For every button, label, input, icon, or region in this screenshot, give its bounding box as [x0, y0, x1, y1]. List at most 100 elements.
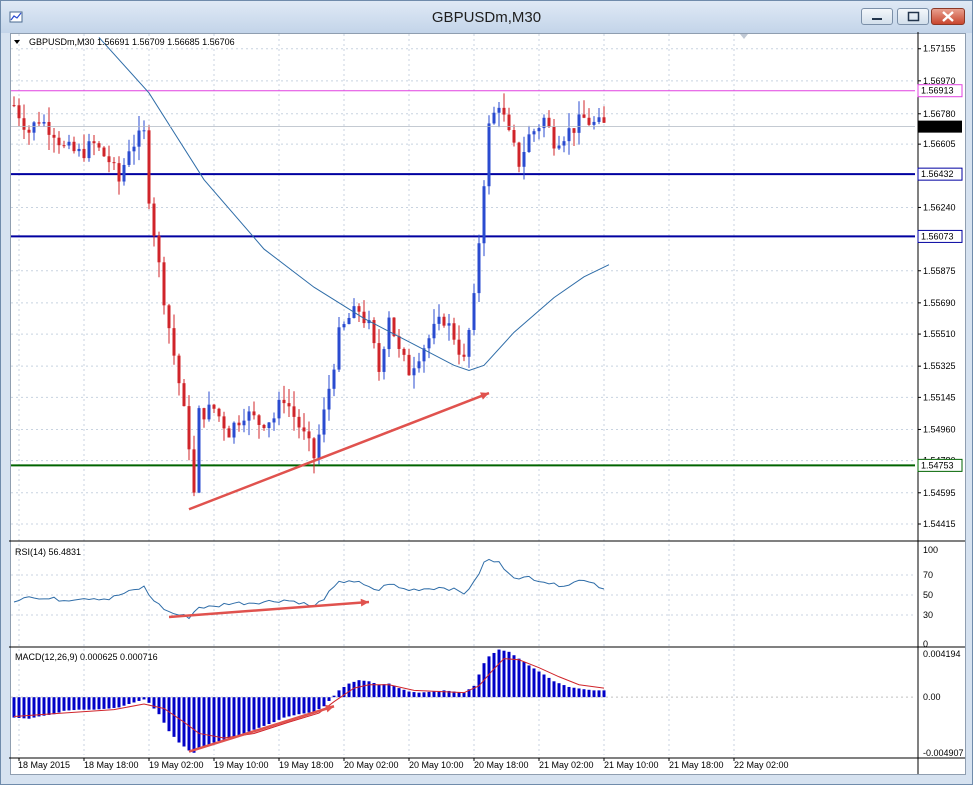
candle-body: [17, 105, 21, 119]
candle-body: [12, 105, 16, 107]
macd-histogram-bar: [107, 697, 111, 709]
candle-body: [257, 415, 261, 425]
candle-body: [297, 416, 301, 428]
candle-body: [342, 324, 346, 328]
price-chart[interactable]: 1.57155 1.56970 1.56780 1.56605 1.56240 1.558…: [9, 32, 965, 774]
main-price-pane[interactable]: [11, 37, 915, 511]
header-dropdown-icon[interactable]: [14, 40, 20, 44]
rsi-line: [13, 558, 605, 620]
candle-body: [222, 416, 226, 429]
candle-body: [92, 141, 96, 144]
macd-histogram-bar: [557, 683, 561, 698]
candle-body: [522, 152, 526, 167]
rsi-tick-label: 100: [923, 545, 938, 555]
candle-body: [142, 130, 146, 132]
macd-histogram-bar: [412, 692, 416, 698]
rsi-tick-label: 30: [923, 610, 933, 620]
rsi-pane[interactable]: [13, 558, 605, 620]
chart-shift-marker-icon[interactable]: [740, 34, 748, 39]
macd-histogram-bar: [317, 697, 321, 710]
candle-body: [287, 403, 291, 407]
candle-body: [492, 112, 496, 124]
candle-body: [117, 163, 121, 182]
title-bar[interactable]: GBPUSDm,M30: [1, 1, 972, 33]
candle-body: [397, 336, 401, 349]
macd-histogram-bar: [137, 697, 141, 701]
macd-header: MACD(12,26,9) 0.000625 0.000716: [15, 652, 158, 662]
price-tick-label: 1.57155: [923, 44, 956, 54]
time-tick-label: 21 May 10:00: [604, 760, 659, 770]
candle-body: [557, 145, 561, 149]
macd-histogram-bar: [597, 690, 601, 698]
close-button[interactable]: [931, 8, 965, 25]
candle-body: [452, 323, 456, 340]
candle-body: [57, 137, 61, 146]
macd-signal-line: [13, 658, 605, 739]
macd-histogram-bar: [572, 687, 576, 698]
maximize-button[interactable]: [897, 8, 929, 25]
macd-histogram-bar: [407, 691, 411, 698]
macd-histogram-bar: [437, 690, 441, 698]
price-level-label: 1.54753: [921, 460, 954, 470]
macd-histogram-bar: [467, 689, 471, 698]
candle-body: [102, 147, 106, 157]
macd-histogram-bar: [57, 697, 61, 713]
macd-histogram-bar: [297, 697, 301, 715]
candle-body: [392, 317, 396, 337]
candle-body: [577, 114, 581, 133]
macd-histogram-bar: [602, 690, 606, 698]
price-tick-label: 1.54415: [923, 519, 956, 529]
rsi-trend-arrow[interactable]: [168, 600, 370, 619]
macd-histogram-bar: [102, 697, 106, 709]
macd-histogram-bar: [197, 697, 201, 749]
candle-body: [532, 131, 536, 135]
price-tick-label: 1.55325: [923, 361, 956, 371]
candle-body: [292, 406, 296, 417]
macd-histogram-bar: [42, 697, 46, 716]
candle-body: [77, 148, 81, 152]
candle-body: [312, 438, 316, 459]
macd-histogram-bar: [302, 697, 306, 714]
macd-pane[interactable]: [11, 649, 915, 753]
macd-histogram-bar: [212, 697, 216, 743]
candle-body: [152, 203, 156, 236]
candle-body: [442, 316, 446, 326]
candle-body: [317, 434, 321, 459]
candle-body: [52, 134, 56, 138]
macd-histogram-bar: [267, 697, 271, 725]
macd-histogram-bar: [362, 680, 366, 698]
macd-trend-arrow[interactable]: [188, 705, 335, 753]
candle-body: [472, 293, 476, 330]
candle-body: [357, 306, 361, 312]
macd-histogram-bar: [292, 697, 296, 716]
time-tick-label: 18 May 18:00: [84, 760, 139, 770]
price-trend-arrow[interactable]: [188, 391, 490, 511]
candle-body: [107, 156, 111, 163]
price-tick-label: 1.55510: [923, 329, 956, 339]
candle-body: [37, 122, 41, 124]
candle-body: [497, 107, 501, 113]
candle-body: [462, 354, 466, 357]
macd-histogram-bar: [352, 681, 356, 698]
macd-histogram-bar: [522, 662, 526, 698]
macd-histogram-bar: [142, 697, 146, 700]
macd-histogram-bar: [577, 688, 581, 698]
macd-histogram-bar: [37, 697, 41, 717]
macd-histogram-bar: [222, 697, 226, 740]
macd-histogram-bar: [367, 681, 371, 698]
candle-body: [247, 411, 251, 421]
candle-body: [437, 316, 441, 324]
candle-body: [217, 408, 221, 417]
macd-histogram-bar: [322, 697, 326, 707]
price-level-tag: [917, 458, 963, 472]
macd-histogram-bar: [537, 671, 541, 698]
macd-histogram-bar: [422, 692, 426, 698]
macd-histogram-bar: [532, 668, 536, 698]
minimize-button[interactable]: [861, 8, 893, 25]
candle-body: [467, 329, 471, 357]
time-tick-label: 19 May 18:00: [279, 760, 334, 770]
price-level-label: 1.56432: [921, 169, 954, 179]
macd-histogram-bar: [282, 697, 286, 718]
macd-histogram-bar: [492, 652, 496, 698]
candle-body: [487, 123, 491, 187]
